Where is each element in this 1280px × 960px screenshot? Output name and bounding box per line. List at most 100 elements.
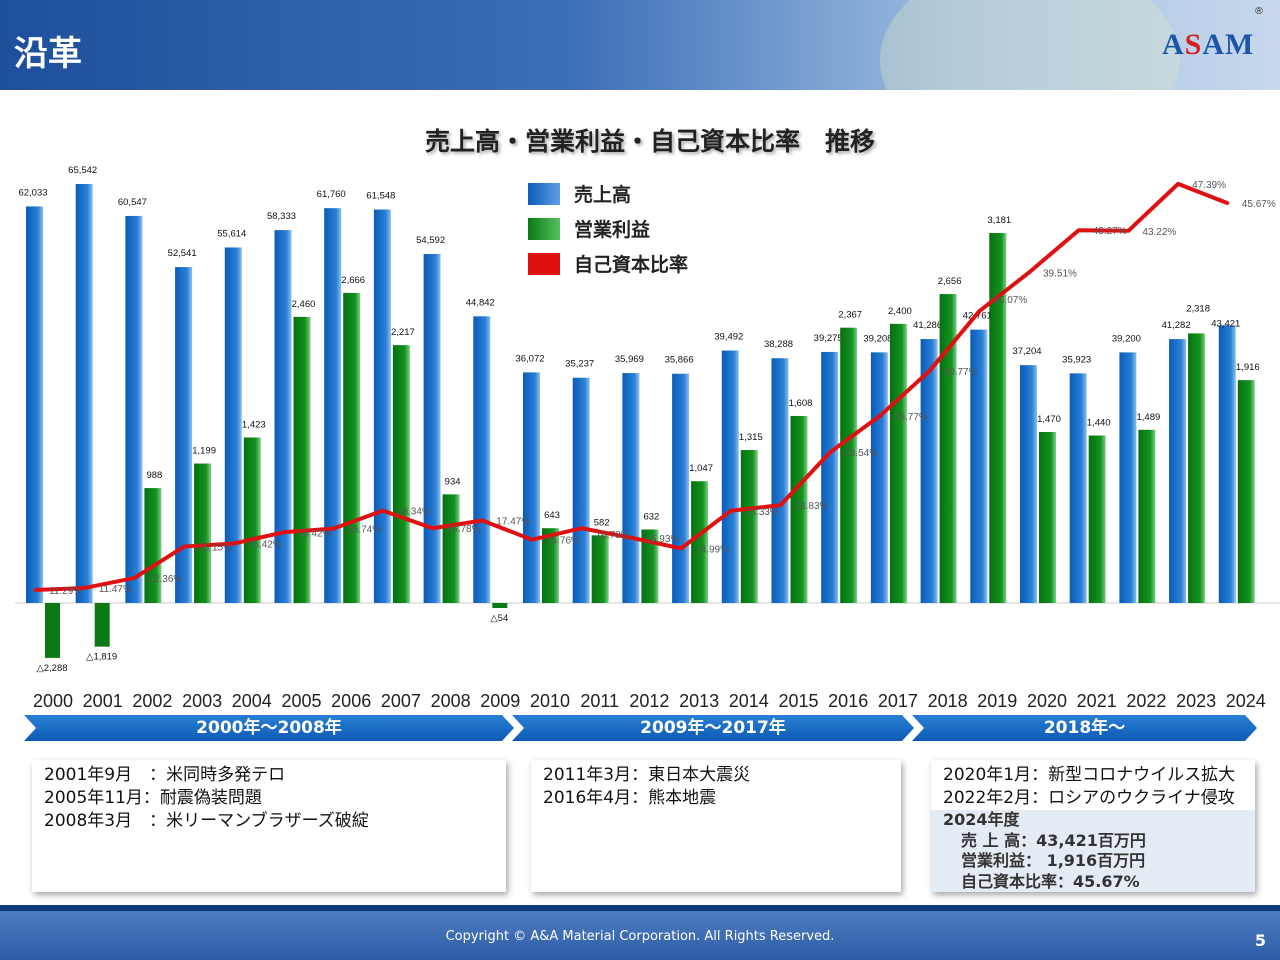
- x-tick-label: 2017: [878, 691, 918, 711]
- event-item: 2022年2月：ロシアのウクライナ侵攻: [943, 788, 1235, 808]
- sales-bar: [1119, 352, 1137, 603]
- sales-bar: [1218, 325, 1236, 603]
- x-tick-label: 2004: [232, 691, 272, 711]
- equity-ratio-label: 15.42%: [248, 540, 282, 551]
- sales-value-label: 35,866: [665, 355, 694, 366]
- x-tick-label: 2011: [580, 691, 619, 711]
- x-tick-label: 2013: [679, 691, 719, 711]
- chart-title: 売上高・営業利益・自己資本比率 推移: [424, 127, 875, 156]
- header-bar: 沿革 ASAM ®: [0, 0, 1280, 90]
- sales-bar: [1069, 373, 1087, 603]
- profit-bar: [94, 603, 110, 647]
- equity-ratio-point: [132, 576, 136, 580]
- profit-bar: [591, 535, 609, 603]
- profit-bar: [740, 450, 758, 603]
- legend-item-equity-ratio: 自己資本比率: [528, 246, 688, 281]
- sales-value-label: 52,541: [168, 248, 197, 259]
- sales-value-label: 36,072: [515, 353, 544, 364]
- equity-ratio-point: [629, 536, 633, 540]
- company-logo: ASAM: [1162, 28, 1255, 61]
- summary-equity-ratio: 自己資本比率：45.67%: [961, 871, 1140, 891]
- equity-ratio-point: [381, 509, 385, 513]
- profit-value-label: △1,819: [86, 652, 117, 663]
- profit-bar: [392, 345, 410, 603]
- equity-ratio-point: [580, 526, 584, 530]
- event-item: 2020年1月：新型コロナウイルス拡大: [943, 765, 1236, 785]
- equity-ratio-label: 14.99%: [695, 544, 729, 555]
- equity-ratio-label: 36.07%: [993, 295, 1027, 306]
- equity-ratio-label: 11.47%: [99, 584, 132, 595]
- equity-ratio-point: [729, 509, 733, 513]
- sales-value-label: 41,282: [1162, 320, 1191, 331]
- sales-bar: [721, 350, 739, 603]
- equity-ratio-label: 18.83%: [795, 501, 829, 512]
- profit-value-label: 2,666: [341, 275, 365, 286]
- sales-value-label: 39,200: [1112, 333, 1141, 344]
- equity-ratio-label: 23.54%: [844, 448, 878, 459]
- profit-bar: [1237, 380, 1255, 603]
- sales-bar: [920, 339, 938, 603]
- sales-value-label: 54,592: [416, 235, 445, 246]
- sales-bar: [1169, 339, 1187, 603]
- profit-bar: [343, 292, 361, 603]
- equity-ratio-label: 11.29%: [49, 586, 82, 597]
- profit-value-label: 1,489: [1137, 412, 1161, 423]
- x-tick-label: 2012: [629, 691, 669, 711]
- profit-value-label: 3,181: [987, 215, 1011, 226]
- sales-value-label: 39,275: [814, 333, 843, 344]
- x-tick-label: 2023: [1176, 691, 1216, 711]
- sales-bar: [1020, 365, 1037, 603]
- chart-plot: 2000 62,033 △2,288 2001 65,542 △1,819 2002 60,5…: [15, 165, 1280, 711]
- equity-ratio-point: [530, 538, 534, 542]
- sales-value-label: 44,842: [466, 297, 495, 308]
- sales-value-label: 35,969: [615, 354, 644, 365]
- sales-value-label: 41,286: [913, 320, 942, 331]
- equity-ratio-label: 15.93%: [645, 534, 679, 545]
- page-title: 沿革: [14, 34, 82, 74]
- x-tick-label: 2019: [977, 691, 1017, 711]
- equity-ratio-point: [1027, 271, 1031, 275]
- equity-ratio-point: [331, 527, 335, 531]
- profit-bar: [1138, 429, 1156, 603]
- x-tick-label: 2002: [132, 691, 172, 711]
- equity-ratio-label: 16.74%: [347, 525, 381, 536]
- header-decoration: [880, 0, 1180, 90]
- equity-ratio-point: [1077, 228, 1081, 232]
- x-tick-label: 2024: [1226, 691, 1266, 711]
- profit-bar: [889, 323, 907, 603]
- summary-heading: 2024年度: [943, 810, 1020, 829]
- profit-value-label: 643: [544, 510, 560, 521]
- sales-bar: [125, 215, 143, 604]
- x-tick-label: 2014: [729, 691, 769, 711]
- events-box-2018: 2020年1月：新型コロナウイルス拡大 2022年2月：ロシアのウクライナ侵攻 …: [931, 760, 1255, 892]
- profit-bar: [442, 494, 460, 603]
- x-tick-label: 2005: [281, 691, 321, 711]
- equity-ratio-label: 45.67%: [1242, 199, 1276, 210]
- sales-bar: [622, 373, 640, 603]
- sales-value-label: 37,204: [1012, 346, 1041, 357]
- profit-value-label: 1,423: [242, 419, 266, 430]
- equity-ratio-label: 39.51%: [1043, 269, 1077, 280]
- event-item: 2005年11月：耐震偽装問題: [44, 788, 262, 808]
- profit-bar: [542, 528, 559, 603]
- profit-value-label: 2,656: [938, 276, 962, 287]
- x-tick-label: 2010: [530, 691, 570, 711]
- profit-value-label: 1,315: [739, 432, 763, 443]
- sales-bar: [274, 230, 292, 603]
- profit-bar: [194, 463, 212, 603]
- profit-value-label: 1,470: [1037, 414, 1061, 425]
- equity-ratio-label: 30.77%: [944, 367, 978, 378]
- equity-ratio-point: [928, 369, 932, 373]
- equity-ratio-label: 18.33%: [745, 507, 779, 518]
- equity-ratio-point: [282, 530, 285, 534]
- x-tick-label: 2000: [33, 691, 73, 711]
- profit-value-label: 1,440: [1087, 418, 1111, 429]
- x-tick-label: 2018: [928, 691, 968, 711]
- event-item: 2001年9月 ：米同時多発テロ: [44, 765, 286, 785]
- profit-value-label: △2,288: [36, 663, 67, 674]
- event-item: 2011年3月：東日本大震災: [543, 765, 751, 785]
- sales-value-label: 62,033: [18, 187, 47, 198]
- sales-value-label: 39,492: [714, 332, 743, 343]
- footer: Copyright © A&A Material Corporation. Al…: [0, 905, 1280, 960]
- sales-value-label: 58,333: [267, 211, 296, 222]
